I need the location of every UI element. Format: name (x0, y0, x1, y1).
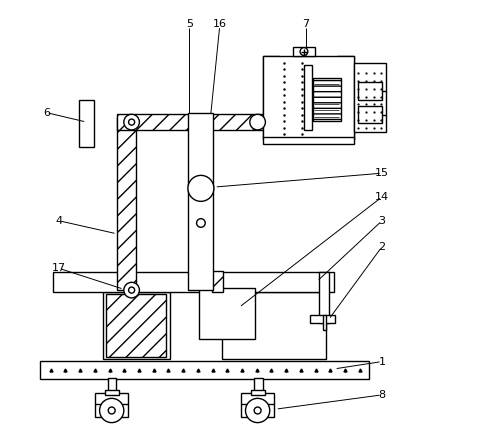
Bar (106, 294, 166, 357)
Bar (337, 56, 354, 139)
Bar (53, 272, 334, 292)
Bar (206, 292, 250, 333)
Text: 6: 6 (43, 107, 50, 118)
Bar (79, 100, 94, 147)
Bar (212, 271, 223, 292)
Bar (313, 78, 341, 121)
Bar (188, 113, 214, 290)
Text: 7: 7 (303, 19, 310, 29)
Bar (310, 315, 335, 323)
Bar (199, 288, 255, 339)
Circle shape (129, 287, 135, 293)
Circle shape (124, 114, 140, 130)
Bar (250, 390, 265, 395)
Text: 16: 16 (213, 19, 227, 29)
Text: 5: 5 (186, 19, 193, 29)
Bar (241, 393, 273, 417)
Circle shape (124, 282, 140, 298)
Circle shape (246, 398, 270, 423)
Text: 14: 14 (375, 192, 389, 202)
Bar (358, 106, 382, 123)
Bar (40, 361, 369, 379)
Bar (319, 272, 329, 323)
Circle shape (129, 119, 135, 125)
Bar (222, 292, 326, 359)
Bar (95, 393, 128, 417)
Text: 2: 2 (378, 242, 385, 252)
Circle shape (108, 407, 115, 414)
Text: 15: 15 (375, 168, 389, 178)
Bar (263, 137, 354, 144)
Bar (263, 56, 354, 139)
Text: 17: 17 (52, 263, 66, 274)
Circle shape (196, 219, 205, 227)
Bar (108, 378, 117, 393)
Bar (358, 82, 382, 100)
Bar (354, 63, 386, 132)
Circle shape (250, 114, 265, 130)
Bar (117, 114, 273, 130)
Circle shape (99, 398, 124, 423)
Bar (323, 315, 326, 330)
Bar (254, 378, 263, 393)
Circle shape (188, 175, 214, 201)
Bar (105, 390, 119, 395)
Bar (103, 292, 170, 359)
Circle shape (300, 48, 308, 55)
Bar (263, 56, 279, 139)
Circle shape (254, 407, 261, 414)
Text: 4: 4 (56, 216, 63, 226)
Text: 1: 1 (379, 356, 385, 367)
Text: 3: 3 (379, 216, 385, 226)
Bar (117, 117, 136, 290)
Bar (304, 65, 312, 130)
Text: 8: 8 (378, 390, 385, 400)
Bar (293, 47, 315, 56)
